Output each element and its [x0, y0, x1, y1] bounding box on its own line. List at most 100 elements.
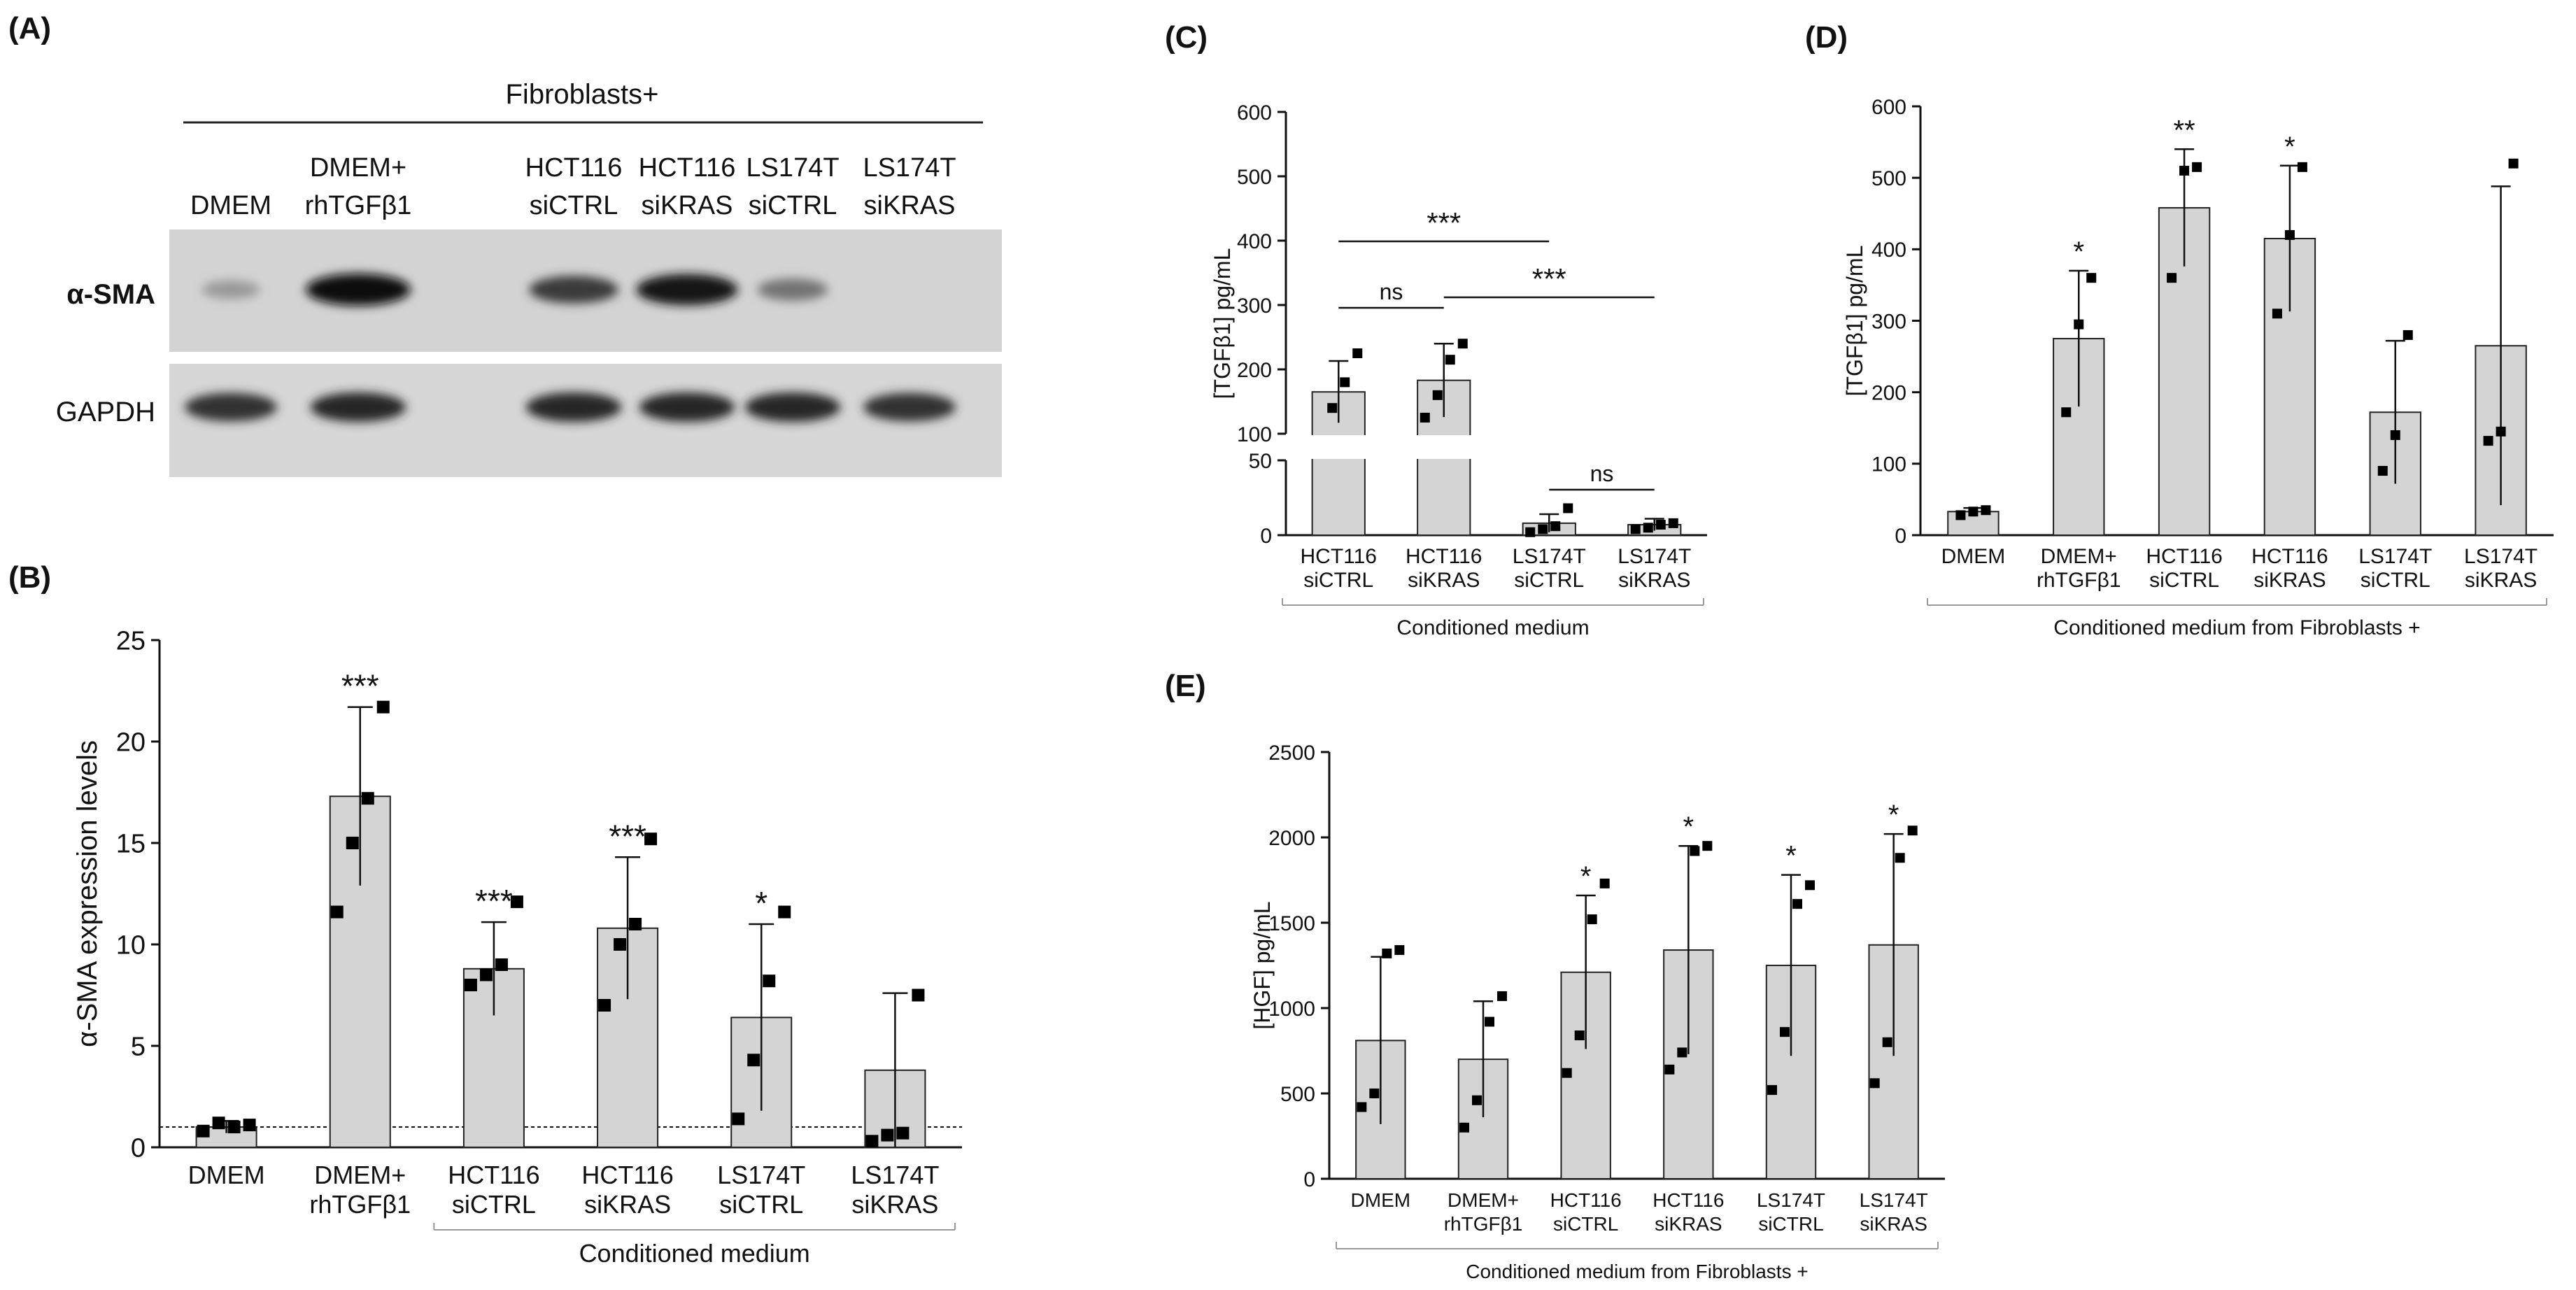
- y-tick-label: 600: [1237, 101, 1272, 125]
- western-blot: Fibroblasts+ DMEM DMEM+ rhTGFβ1 HCT116 siCTR…: [56, 79, 1002, 477]
- data-point: [912, 988, 925, 1002]
- data-point: [2508, 158, 2519, 169]
- data-point: [732, 1112, 745, 1126]
- data-point: [881, 1128, 894, 1142]
- data-point: [629, 918, 642, 930]
- category-label: DMEM+: [2041, 545, 2117, 568]
- data-point: [2272, 309, 2282, 319]
- data-point: [1327, 403, 1338, 413]
- data-point: [1587, 914, 1597, 925]
- significance-label: *: [1683, 811, 1694, 842]
- data-point: [747, 1054, 760, 1067]
- blot-band: [757, 278, 828, 301]
- blot-band: [306, 274, 411, 306]
- blot-lane-label-line1: HCT116: [525, 153, 623, 183]
- blot-lane-label-line2: siKRAS: [642, 191, 733, 220]
- data-point: [1677, 1047, 1687, 1058]
- y-tick-label: 100: [1871, 453, 1906, 476]
- blot-lane-label-line2: rhTGFβ1: [305, 191, 412, 220]
- blot-group-label: Fibroblasts+: [506, 79, 659, 110]
- data-point: [2284, 229, 2295, 240]
- category-label: HCT116: [1301, 545, 1377, 568]
- data-point: [1664, 1064, 1675, 1075]
- significance-label: *: [2284, 132, 2295, 162]
- chart-d: 0 100 200 300 400 500 600 [TGFβ1] pg/mL DMEM * DME…: [1842, 96, 2554, 639]
- significance-label: ***: [341, 668, 379, 704]
- data-point: [243, 1119, 256, 1132]
- data-point: [1895, 853, 1905, 863]
- category-label: siCTRL: [452, 1190, 536, 1219]
- data-point: [1882, 1037, 1892, 1047]
- data-point: [2390, 430, 2400, 440]
- data-point: [479, 968, 493, 981]
- category-label: HCT116: [1550, 1189, 1622, 1211]
- y-tick-label: 1500: [1268, 912, 1315, 935]
- data-point: [1599, 878, 1610, 888]
- category-label: LS174T: [1860, 1189, 1928, 1211]
- blot-band: [639, 392, 735, 423]
- category-label: siKRAS: [1618, 569, 1690, 592]
- comparison-label: ***: [1427, 206, 1461, 239]
- y-tick-label: 400: [1237, 230, 1272, 253]
- data-point: [1369, 1089, 1380, 1098]
- blot-lane-label-line2: siCTRL: [749, 191, 837, 220]
- data-point: [1432, 390, 1443, 400]
- y-axis-label: [TGFβ1] pg/mL: [1842, 246, 1867, 397]
- category-label: LS174T: [1757, 1189, 1825, 1211]
- category-label: HCT116: [2251, 545, 2328, 568]
- category-label: siCTRL: [2149, 569, 2219, 592]
- data-point: [2061, 407, 2072, 418]
- data-point: [1955, 510, 1966, 520]
- significance-label: ***: [475, 883, 513, 919]
- significance-label: *: [2073, 236, 2084, 267]
- data-point: [2192, 162, 2202, 172]
- data-point: [2402, 329, 2413, 340]
- data-point: [1805, 880, 1815, 891]
- category-label: siKRAS: [1655, 1213, 1722, 1235]
- blot-lane-label-line1: LS174T: [863, 153, 956, 183]
- data-point: [2496, 426, 2506, 437]
- y-axis-label: α-SMA expression levels: [72, 740, 103, 1047]
- category-label: siKRAS: [584, 1190, 671, 1219]
- data-point: [2297, 162, 2307, 172]
- blot-band: [525, 392, 622, 423]
- panel-label-e: (E): [1165, 669, 1206, 703]
- data-point: [1968, 506, 1979, 517]
- category-label: siCTRL: [719, 1190, 803, 1219]
- data-point: [1340, 377, 1350, 388]
- y-tick-label: 300: [1871, 310, 1906, 333]
- data-point: [1574, 1030, 1585, 1041]
- blot-band: [310, 392, 406, 423]
- y-tick-label: 500: [1871, 167, 1906, 190]
- y-tick-label: 1000: [1268, 998, 1315, 1021]
- category-label: rhTGFβ1: [1444, 1213, 1523, 1235]
- data-point: [197, 1124, 210, 1137]
- data-point: [1382, 948, 1392, 958]
- data-point: [2483, 436, 2493, 446]
- data-point: [510, 895, 523, 909]
- category-label: siCTRL: [1758, 1213, 1823, 1235]
- category-label: siCTRL: [2361, 569, 2430, 592]
- panel-label-d: (D): [1805, 20, 1848, 55]
- category-label: siKRAS: [2465, 569, 2537, 592]
- blot-lane-label-line2: siKRAS: [864, 191, 956, 220]
- category-label: siKRAS: [1860, 1213, 1927, 1235]
- y-axis-label: [HGF] pg/mL: [1250, 901, 1275, 1029]
- y-tick-label: 300: [1237, 295, 1272, 318]
- data-point: [361, 792, 374, 805]
- blot-band: [636, 274, 738, 306]
- category-label: siKRAS: [851, 1190, 938, 1219]
- data-point: [1563, 503, 1573, 513]
- data-point: [2179, 165, 2190, 176]
- panel-label-b: (B): [8, 560, 51, 595]
- data-point: [2086, 273, 2097, 283]
- data-point: [778, 905, 791, 919]
- panel-label-a: (A): [8, 11, 51, 45]
- data-point: [644, 832, 658, 846]
- category-label: LS174T: [1513, 545, 1586, 568]
- category-label: siCTRL: [1303, 569, 1373, 592]
- data-point: [896, 1126, 910, 1140]
- blot-band: [529, 276, 618, 304]
